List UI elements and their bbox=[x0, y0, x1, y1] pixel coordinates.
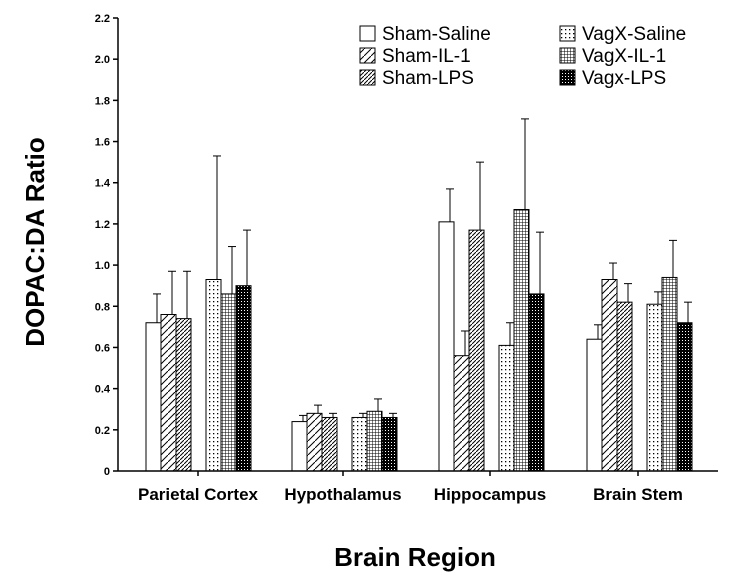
bar bbox=[586, 338, 603, 472]
bar bbox=[220, 293, 237, 472]
y-tick-label: 0.2 bbox=[95, 425, 110, 437]
bar bbox=[381, 416, 398, 472]
legend-label: Sham-LPS bbox=[382, 68, 474, 89]
x-categories: Parietal Cortex Hypothalamus Hippocampus Br… bbox=[138, 471, 683, 504]
bar bbox=[513, 208, 530, 472]
y-tick-label: 1.2 bbox=[95, 219, 110, 231]
bar bbox=[601, 279, 618, 472]
bar bbox=[468, 229, 485, 472]
bar bbox=[453, 355, 470, 472]
y-tick-label: 2.2 bbox=[95, 13, 110, 25]
bar bbox=[661, 276, 678, 472]
bar bbox=[175, 318, 192, 472]
y-axis-title: DOPAC:DA Ratio bbox=[20, 137, 50, 346]
bar bbox=[291, 421, 308, 472]
bar bbox=[646, 303, 663, 472]
bar bbox=[528, 293, 545, 472]
legend-label: Vagx-LPS bbox=[582, 68, 666, 89]
bar bbox=[438, 221, 455, 472]
y-tick-label: 1.4 bbox=[95, 178, 111, 190]
legend-swatch bbox=[359, 69, 376, 86]
y-tick-label: 0.6 bbox=[95, 342, 110, 354]
legend-swatch bbox=[559, 47, 576, 64]
bar bbox=[160, 314, 177, 472]
bar bbox=[306, 412, 323, 472]
bar bbox=[205, 279, 222, 472]
bar bbox=[145, 322, 162, 472]
legend-label: VagX-IL-1 bbox=[582, 46, 666, 67]
legend-swatch bbox=[559, 69, 576, 86]
x-category-label: Parietal Cortex bbox=[138, 485, 259, 504]
y-tick-label: 2.0 bbox=[95, 54, 110, 66]
y-tick-label: 0.4 bbox=[95, 384, 111, 396]
bar bbox=[498, 344, 515, 472]
bar bbox=[676, 322, 693, 472]
y-tick-label: 0 bbox=[104, 466, 110, 478]
x-category-label: Hippocampus bbox=[434, 485, 546, 504]
bar bbox=[235, 285, 252, 472]
y-ticks: 0 0.2 0.4 0.6 0.8 1.0 1.2 1.4 1.6 1.8 2.0 2.2 bbox=[95, 13, 118, 478]
x-axis-title: Brain Region bbox=[334, 542, 496, 572]
bar bbox=[366, 410, 383, 472]
x-category-label: Brain Stem bbox=[593, 485, 683, 504]
bar bbox=[321, 416, 338, 472]
legend: Sham-SalineSham-IL-1Sham-LPSVagX-SalineV… bbox=[359, 24, 686, 89]
y-tick-label: 1.8 bbox=[95, 95, 110, 107]
legend-swatch bbox=[559, 25, 576, 42]
y-tick-label: 1.6 bbox=[95, 137, 110, 149]
x-category-label: Hypothalamus bbox=[284, 485, 401, 504]
bar bbox=[616, 301, 633, 472]
y-tick-label: 1.0 bbox=[95, 260, 110, 272]
bar bbox=[351, 416, 368, 472]
bars bbox=[145, 118, 693, 472]
legend-label: Sham-IL-1 bbox=[382, 46, 471, 67]
legend-swatch bbox=[359, 25, 376, 42]
legend-swatch bbox=[359, 47, 376, 64]
legend-label: VagX-Saline bbox=[582, 24, 686, 45]
y-tick-label: 0.8 bbox=[95, 301, 110, 313]
legend-label: Sham-Saline bbox=[382, 24, 491, 45]
